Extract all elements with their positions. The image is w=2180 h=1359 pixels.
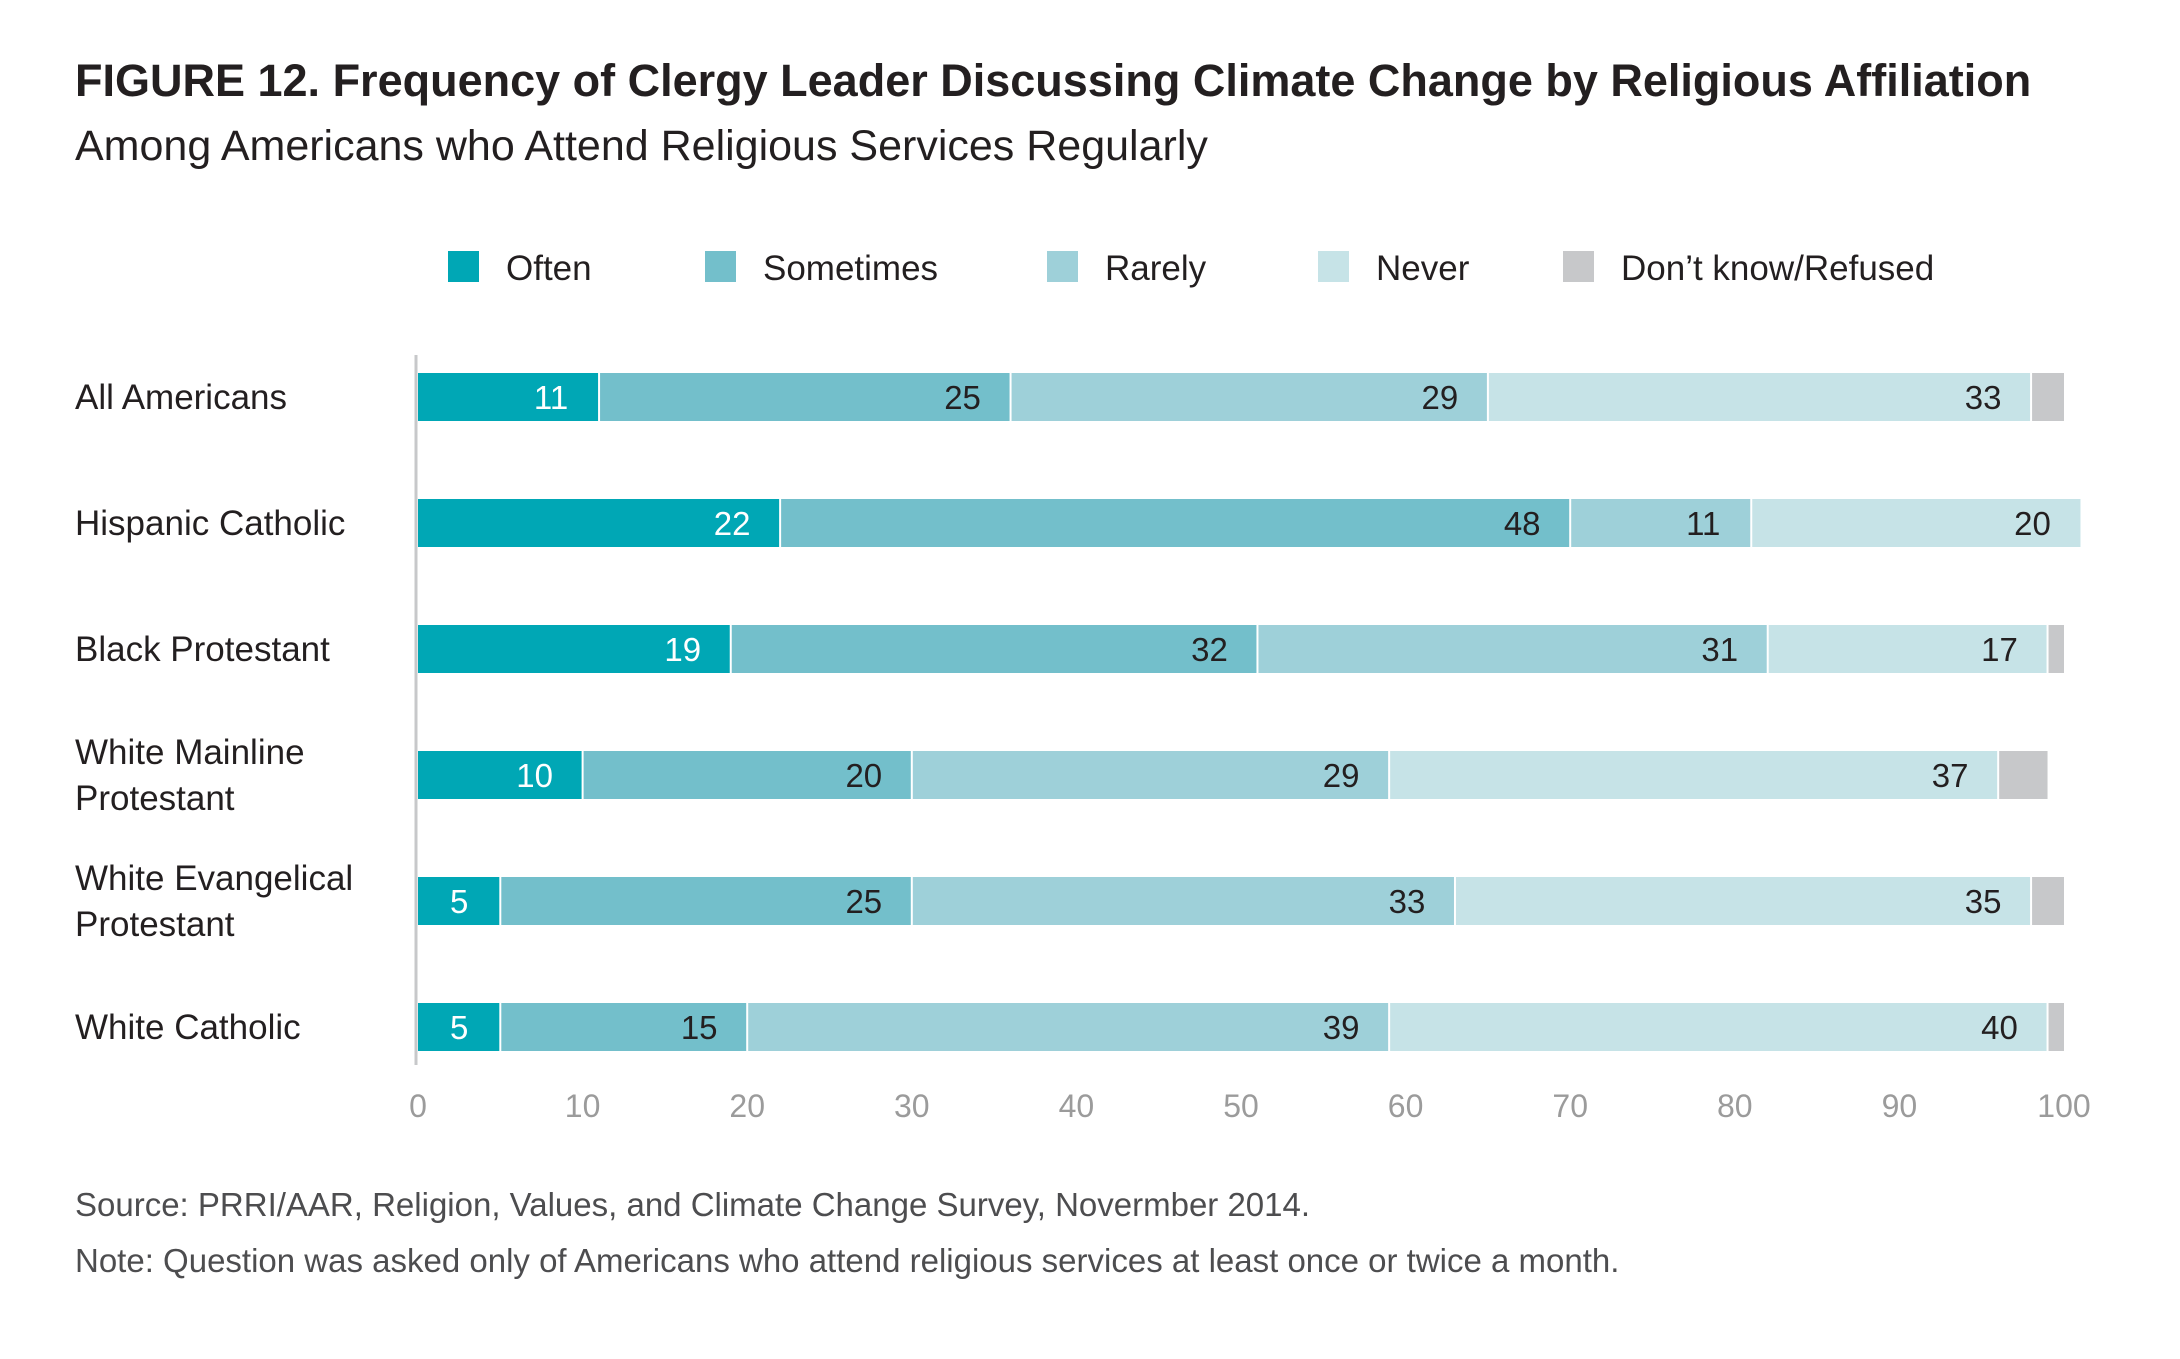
legend-label-often: Often — [506, 249, 592, 288]
x-tick-label: 10 — [565, 1088, 601, 1124]
category-label: White Evangelical — [75, 859, 353, 898]
bar-segment — [582, 751, 912, 799]
legend-swatch-never — [1318, 251, 1349, 282]
legend-swatch-rarely — [1047, 251, 1078, 282]
x-tick-label: 90 — [1882, 1088, 1918, 1124]
data-label: 22 — [714, 505, 751, 542]
x-tick-label: 60 — [1388, 1088, 1424, 1124]
data-label: 5 — [450, 883, 468, 920]
bar-segment — [2047, 625, 2064, 673]
category-label: Black Protestant — [75, 630, 330, 669]
data-label: 31 — [1701, 631, 1738, 668]
bar-segment — [911, 877, 1455, 925]
data-label: 20 — [2014, 505, 2051, 542]
bar-segment — [1257, 625, 1768, 673]
data-label: 25 — [845, 883, 882, 920]
legend-label-don-t-know-refused: Don’t know/Refused — [1621, 249, 1934, 288]
category-label: White Mainline — [75, 733, 305, 772]
x-axis-ticks: 0 10 20 30 40 50 60 70 80 90 100 — [409, 1088, 2091, 1124]
legend-label-sometimes: Sometimes — [763, 249, 938, 288]
bar-segment — [1389, 751, 1999, 799]
bar-segment — [599, 373, 1011, 421]
data-label: 48 — [1504, 505, 1541, 542]
bar-segment — [911, 751, 1390, 799]
bar-segment — [500, 877, 912, 925]
bar-segment — [418, 499, 781, 547]
data-label: 29 — [1422, 379, 1459, 416]
x-tick-label: 0 — [409, 1088, 427, 1124]
data-label: 10 — [516, 757, 553, 794]
x-tick-label: 80 — [1717, 1088, 1753, 1124]
bar-segment — [1487, 373, 2032, 421]
bar-segment — [2031, 373, 2064, 421]
category-label: Protestant — [75, 905, 235, 944]
data-label: 33 — [1389, 883, 1426, 920]
chart-legend: Often Sometimes Rarely Never Don’t know/Refu… — [448, 249, 1934, 288]
data-label: 15 — [681, 1009, 718, 1046]
chart-bars: 11 25 29 33 22 48 11 20 19 32 31 17 10 20 29 37 5 25 33 35 5… — [418, 373, 2081, 1051]
x-tick-label: 100 — [2037, 1088, 2090, 1124]
data-label: 5 — [450, 1009, 468, 1046]
data-label: 11 — [1686, 505, 1720, 542]
bar-segment — [2031, 877, 2064, 925]
category-label: All Americans — [75, 378, 287, 417]
legend-label-rarely: Rarely — [1105, 249, 1207, 288]
chart-subtitle: Among Americans who Attend Religious Ser… — [75, 122, 1208, 170]
bar-segment — [1998, 751, 2048, 799]
data-label: 25 — [944, 379, 981, 416]
x-tick-label: 50 — [1223, 1088, 1259, 1124]
legend-swatch-don-t-know-refused — [1563, 251, 1594, 282]
bar-segment — [747, 1003, 1390, 1051]
category-label: Hispanic Catholic — [75, 504, 345, 543]
data-label: 32 — [1191, 631, 1228, 668]
bar-segment — [418, 751, 583, 799]
data-label: 11 — [534, 379, 568, 416]
bar-segment — [2047, 1003, 2064, 1051]
x-tick-label: 40 — [1059, 1088, 1095, 1124]
data-label: 29 — [1323, 757, 1360, 794]
bar-segment — [780, 499, 1571, 547]
data-label: 37 — [1932, 757, 1969, 794]
bar-segment — [1389, 1003, 2048, 1051]
source-note: Source: PRRI/AAR, Religion, Values, and … — [75, 1186, 1311, 1223]
bar-segment — [1010, 373, 1488, 421]
data-label: 40 — [1981, 1009, 2018, 1046]
x-tick-label: 20 — [729, 1088, 765, 1124]
legend-swatch-sometimes — [705, 251, 736, 282]
bar-segment — [1454, 877, 2032, 925]
bar-segment — [1570, 499, 1752, 547]
data-label: 20 — [845, 757, 882, 794]
bar-segment — [418, 1003, 501, 1051]
x-tick-label: 30 — [894, 1088, 930, 1124]
data-label: 35 — [1965, 883, 2002, 920]
bar-segment — [1767, 625, 2048, 673]
bar-segment — [418, 625, 731, 673]
legend-swatch-often — [448, 251, 479, 282]
data-label: 33 — [1965, 379, 2002, 416]
category-label: Protestant — [75, 779, 235, 818]
bar-segment — [418, 877, 501, 925]
bar-segment — [500, 1003, 748, 1051]
x-tick-label: 70 — [1552, 1088, 1588, 1124]
data-label: 19 — [664, 631, 701, 668]
bar-segment — [418, 373, 600, 421]
data-label: 17 — [1981, 631, 2018, 668]
category-label: White Catholic — [75, 1008, 301, 1047]
legend-label-never: Never — [1376, 249, 1470, 288]
chart-title: FIGURE 12. Frequency of Clergy Leader Di… — [75, 55, 2032, 106]
data-label: 39 — [1323, 1009, 1360, 1046]
bar-segment — [730, 625, 1258, 673]
category-labels: All Americans Hispanic Catholic Black Prot… — [75, 378, 353, 1047]
footnote: Note: Question was asked only of America… — [75, 1242, 1620, 1279]
bar-segment — [1751, 499, 2081, 547]
